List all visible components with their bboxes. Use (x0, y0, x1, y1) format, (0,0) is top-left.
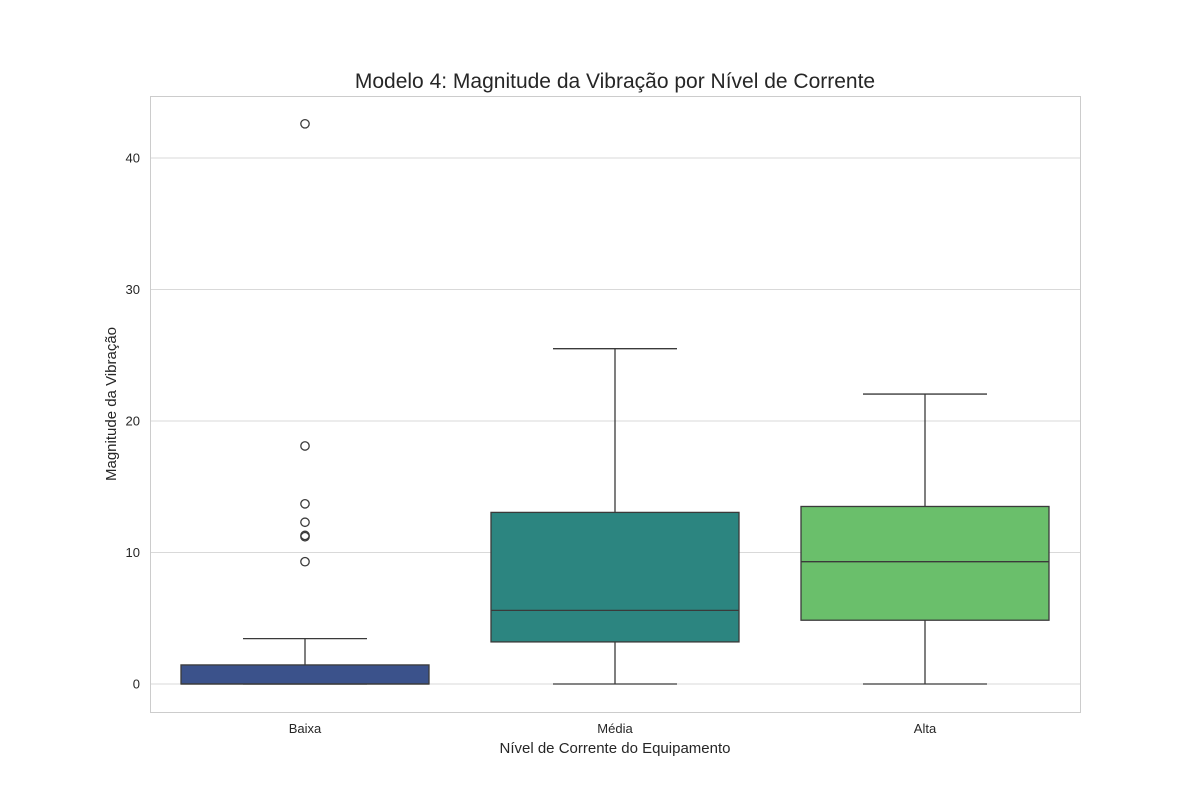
outlier-point (300, 118, 310, 129)
outlier-point (300, 517, 310, 528)
plot-area-frame (150, 96, 1081, 713)
outlier-point (300, 498, 310, 509)
outlier-point (300, 556, 310, 567)
x-tick-labels: Baixa Média Alta (289, 721, 937, 736)
iqr-box (800, 505, 1050, 621)
chart-title: Modelo 4: Magnitude da Vibração por Níve… (355, 70, 875, 93)
x-tick-label: Baixa (289, 721, 322, 736)
outlier-point (300, 531, 310, 542)
iqr-box (180, 664, 430, 685)
y-tick-label: 20 (126, 414, 140, 429)
outlier-point (300, 441, 310, 451)
box-baixa (180, 118, 430, 685)
y-tick-label: 10 (126, 545, 140, 560)
y-tick-label: 0 (133, 677, 140, 692)
box-alta (800, 393, 1050, 685)
x-tick-label: Alta (914, 721, 937, 736)
iqr-box (490, 511, 740, 643)
y-tick-label: 30 (126, 282, 140, 297)
y-tick-labels: 0 10 20 30 40 (126, 151, 140, 692)
x-tick-label: Média (597, 721, 633, 736)
x-axis-label: Nível de Corrente do Equipamento (500, 740, 731, 757)
box-media (490, 348, 740, 685)
y-axis-label: Magnitude da Vibração (103, 327, 120, 481)
y-tick-label: 40 (126, 151, 140, 166)
boxes-layer (180, 118, 1050, 685)
